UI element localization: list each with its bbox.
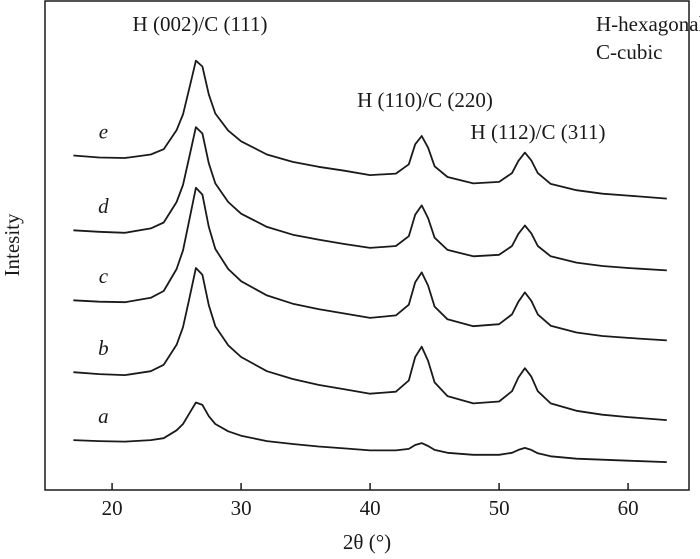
annotation: H (110)/C (220) <box>357 88 493 112</box>
series-label: c <box>99 264 109 288</box>
annotation: H (112)/C (311) <box>471 120 606 144</box>
series-label: a <box>98 404 109 428</box>
plot-frame <box>44 0 690 491</box>
x-tick-label: 60 <box>618 496 639 520</box>
data-line <box>73 186 667 342</box>
y-axis-label: Intesity <box>0 213 24 276</box>
series-label: e <box>99 119 108 143</box>
series-label: d <box>98 194 109 218</box>
x-tick-label: 20 <box>102 496 123 520</box>
annotation: C-cubic <box>596 40 662 64</box>
data-line <box>73 401 667 463</box>
x-axis-label: 2θ (°) <box>343 530 391 554</box>
x-tick-label: 50 <box>489 496 510 520</box>
x-tick-label: 40 <box>360 496 381 520</box>
data-line <box>73 59 667 200</box>
series-label: b <box>98 336 109 360</box>
x-tick-label: 30 <box>231 496 252 520</box>
data-line <box>73 267 667 421</box>
data-line <box>73 126 667 272</box>
annotation: H (002)/C (111) <box>133 12 268 36</box>
annotation: H-hexagonal <box>596 12 700 36</box>
